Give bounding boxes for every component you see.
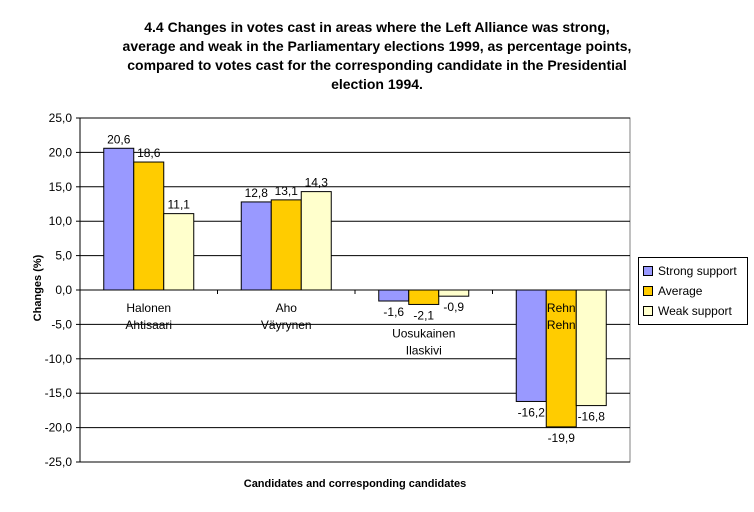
bar [270,199,302,291]
data-label: 12,8 [245,186,269,200]
data-label: 13,1 [275,184,299,198]
legend-item: Weak support [639,301,747,321]
y-tick-label: -10,0 [45,352,73,366]
legend: Strong support Average Weak support [638,257,748,325]
y-tick-label: 15,0 [49,180,73,194]
x-tick-label: Ahtisaari [125,318,172,332]
data-label: -2,1 [413,308,434,322]
x-tick-label: Uosukainen [392,326,455,340]
y-tick-label: 20,0 [49,145,73,159]
legend-swatch [643,286,653,296]
y-axis-label: Changes (%) [32,254,44,322]
bar [300,191,332,291]
data-label: 18,6 [137,146,161,160]
y-tick-label: -25,0 [45,455,73,469]
data-label: -1,6 [383,305,404,319]
y-tick-label: 10,0 [49,214,73,228]
legend-item: Average [639,281,747,301]
x-axis-label: Candidates and corresponding candidates [243,478,467,490]
bar [515,289,547,402]
legend-label: Average [658,284,703,298]
bar [133,161,165,291]
y-tick-label: 0,0 [55,283,72,297]
data-label: -16,2 [518,405,546,419]
legend-swatch [643,266,653,276]
data-label: 11,1 [168,198,191,212]
bar [438,289,470,297]
bar [163,213,195,291]
x-tick-label: Aho [276,301,298,315]
data-label: -16,8 [578,410,606,424]
data-label: 20,6 [107,132,131,146]
data-label: -19,9 [548,431,576,445]
bar [240,201,272,291]
x-tick-label: Väyrynen [261,318,312,332]
bar [408,289,440,305]
x-tick-label: Rehn [547,301,576,315]
bar [378,289,410,302]
y-tick-label: -20,0 [45,421,73,435]
x-tick-label: Rehn [547,318,576,332]
data-label: -0,9 [443,300,464,314]
chart-title: 4.4 Changes in votes cast in areas where… [122,19,632,92]
legend-swatch [643,306,653,316]
x-tick-label: Halonen [126,301,171,315]
bar [103,147,135,291]
legend-label: Weak support [658,304,732,318]
y-tick-label: 5,0 [55,249,72,263]
x-tick-label: Ilaskivi [406,343,442,357]
data-label: 14,3 [305,176,329,190]
y-tick-label: 25,0 [49,111,73,125]
legend-item: Strong support [639,261,747,281]
bar [545,289,577,428]
y-tick-label: -5,0 [51,317,72,331]
y-tick-label: -15,0 [45,386,73,400]
bar [575,289,607,407]
legend-label: Strong support [658,264,737,278]
